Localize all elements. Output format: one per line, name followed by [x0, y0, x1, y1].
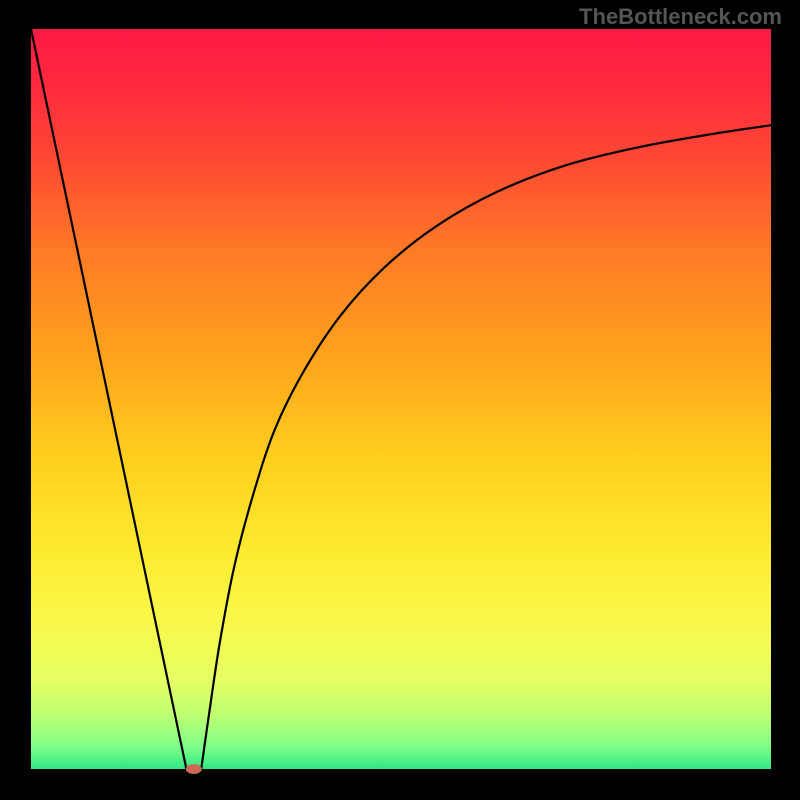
optimum-marker	[186, 764, 202, 774]
bottleneck-chart	[0, 0, 800, 800]
chart-container: TheBottleneck.com	[0, 0, 800, 800]
plot-background	[31, 29, 771, 769]
